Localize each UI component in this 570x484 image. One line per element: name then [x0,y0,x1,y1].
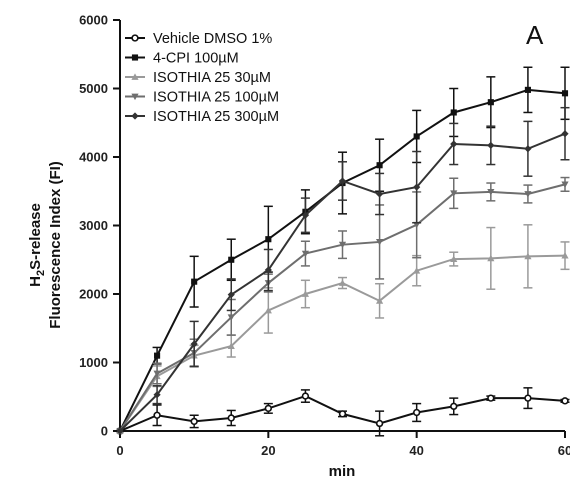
data-point [264,306,272,314]
data-point [413,133,420,140]
y-tick-label: 2000 [79,287,108,302]
data-point [376,162,383,169]
data-point [487,99,494,106]
data-point [487,141,495,149]
y-tick-label: 5000 [79,81,108,96]
data-point [487,189,495,196]
legend-label: ISOTHIA 25 30µM [153,70,271,86]
data-point [561,181,569,188]
y-axis-title: H2S-release Fluorescence Index (FI) [27,161,64,329]
legend-item: ISOTHIA 25 100µM [125,90,279,106]
data-point [301,211,310,219]
data-point [450,140,458,148]
data-point [301,290,310,297]
data-point [450,402,458,411]
legend-label: Vehicle DMSO 1% [153,31,272,47]
data-point [413,183,421,191]
legend-marker [131,54,139,61]
data-point [450,255,458,262]
y-tick-label: 3000 [79,218,108,233]
data-point [524,191,532,198]
data-point [524,252,532,260]
data-point [301,250,310,258]
x-tick-label: 60 [558,443,570,458]
data-point [265,236,272,243]
legend-label: 4-CPI 100µM [153,51,239,67]
data-point [338,241,347,249]
data-point [153,370,161,378]
data-point [375,419,384,428]
series-5 [116,106,570,435]
data-point [413,221,421,229]
x-tick-label: 0 [116,443,123,458]
data-point [154,352,161,359]
data-point [153,391,161,399]
data-point [561,130,569,138]
legend-item: 4-CPI 100µM [125,51,239,67]
y-tick-label: 6000 [79,13,108,28]
data-point [375,190,384,198]
legend-label: ISOTHIA 25 100µM [153,90,279,106]
data-point [190,340,198,348]
data-point [524,86,531,93]
x-tick-label: 20 [261,443,275,458]
data-point [450,190,458,197]
series-line [119,88,566,432]
data-point [227,314,235,321]
data-point [524,145,532,153]
y-tick-label: 0 [101,424,108,439]
data-point [375,239,384,246]
data-point [338,177,347,185]
legend-item: ISOTHIA 25 30µM [125,70,271,86]
legend-marker [131,112,139,120]
series-line [119,183,566,432]
legend-label: ISOTHIA 25 300µM [153,109,279,125]
y-tick-label: 1000 [79,355,108,370]
data-point [487,254,495,262]
data-point [301,392,310,400]
data-point [227,342,235,349]
series-layer [116,66,570,437]
series-4 [116,176,570,435]
data-point [191,278,198,285]
x-tick-label: 40 [409,443,423,458]
y-axis-title-line2: Fluorescence Index (FI) [47,161,64,329]
data-point [153,411,161,419]
legend-item: ISOTHIA 25 300µM [125,109,279,125]
data-point [190,417,198,426]
data-point [227,414,235,422]
y-axis-title-line1: H2S-release [27,203,47,287]
panel-label: A [526,20,544,50]
data-point [413,267,421,274]
series-1 [116,387,570,437]
data-point [338,279,347,286]
data-point [338,410,347,418]
data-point [228,256,235,263]
x-ticks: 0 20 40 60 [116,431,570,458]
legend: Vehicle DMSO 1% 4-CPI 100µM ISOTHIA 25 30µ… [125,31,279,125]
legend-marker [131,93,139,101]
legend-marker [131,34,139,42]
y-ticks: 0 1000 2000 3000 4000 5000 6000 [79,13,120,439]
data-point [375,297,384,304]
data-point [264,266,272,274]
y-tick-label: 4000 [79,150,108,165]
data-point [561,90,569,97]
legend-marker [131,73,139,80]
data-point [227,291,235,299]
data-point [412,408,421,417]
data-point [450,109,457,116]
data-point [264,404,273,413]
data-point [116,427,124,435]
legend-item: Vehicle DMSO 1% [125,31,272,47]
data-point [561,252,569,259]
data-point [487,394,495,402]
data-point [561,397,569,405]
x-axis-title: min [329,463,356,480]
data-point [524,394,532,402]
